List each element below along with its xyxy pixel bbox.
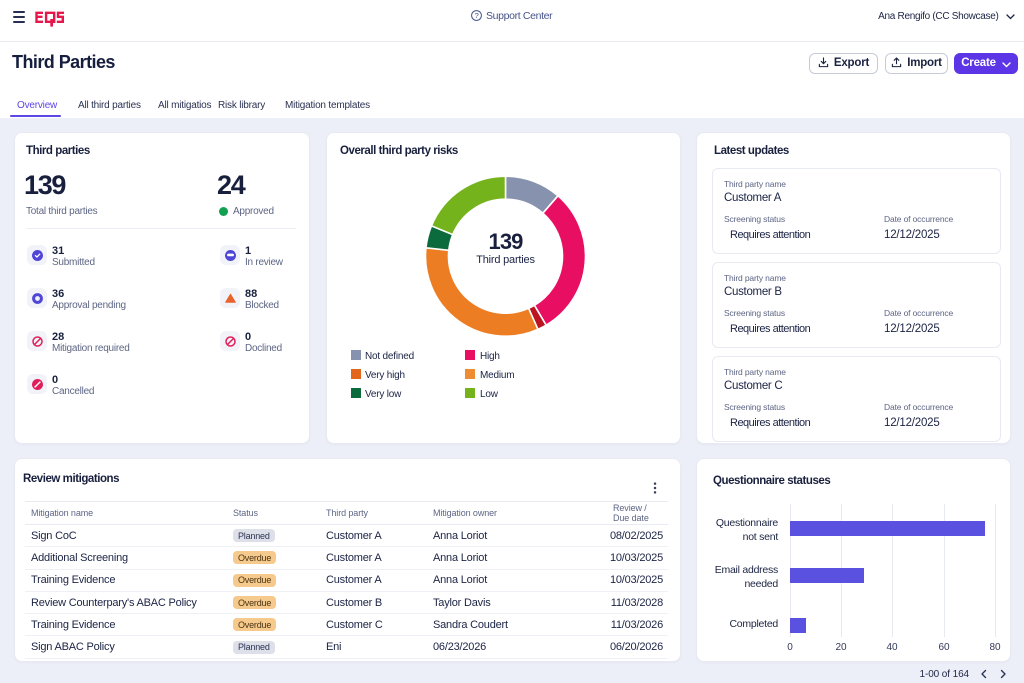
svg-text:?: ? bbox=[475, 11, 479, 20]
